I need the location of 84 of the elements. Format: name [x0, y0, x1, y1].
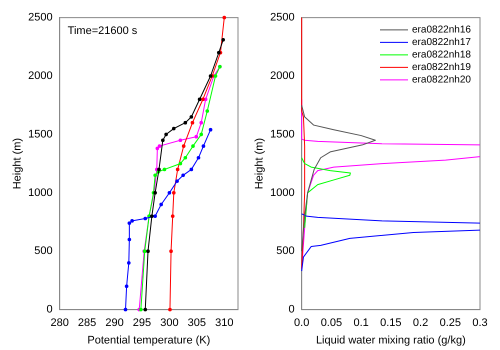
y-tick-label: 0 — [46, 304, 53, 316]
y-tick-label: 1000 — [28, 186, 53, 199]
point — [184, 120, 188, 125]
x-tick-label: 290 — [105, 317, 124, 330]
x-tick-label: 310 — [215, 317, 234, 330]
point — [164, 132, 168, 136]
point — [128, 238, 132, 242]
point — [172, 126, 176, 130]
y-axis-title: Height (m) — [254, 138, 266, 190]
x-tick-label: 0.05 — [320, 317, 342, 330]
y-tick-label: 2500 — [270, 12, 295, 24]
point — [204, 98, 208, 102]
point — [168, 191, 172, 195]
legend-label: era0822nh20 — [412, 74, 472, 86]
x-axis-title: Liquid water mixing ratio (g/kg) — [316, 334, 466, 346]
x-tick-label: 295 — [132, 317, 152, 330]
y-tick-label: 0 — [288, 304, 295, 316]
x-tick-label: 0.1 — [353, 317, 369, 330]
point — [190, 115, 194, 119]
annotation: Time=21600 s — [68, 25, 138, 38]
point — [143, 308, 148, 312]
point — [199, 120, 204, 125]
y-axis-title: Height (m) — [12, 138, 24, 190]
y-tick-label: 1500 — [270, 128, 295, 140]
point — [190, 168, 194, 172]
y-tick-label: 1000 — [270, 186, 295, 199]
point — [175, 179, 179, 183]
legend-label: era0822nh18 — [412, 50, 472, 61]
point — [221, 38, 225, 42]
point — [156, 146, 160, 150]
x-tick-label: 0.0 — [294, 317, 310, 330]
x-tick-label: 0.15 — [380, 317, 402, 330]
point — [127, 261, 131, 265]
point — [201, 98, 205, 102]
point — [159, 202, 163, 206]
point — [170, 214, 175, 218]
point — [190, 120, 194, 125]
point — [153, 214, 157, 218]
point — [128, 221, 132, 225]
point — [168, 308, 172, 312]
x-tick-label: 305 — [188, 317, 206, 330]
x-tick-label: 0.2 — [412, 317, 428, 330]
legend-label: era0822nh19 — [412, 62, 472, 74]
point — [202, 144, 206, 148]
point — [205, 109, 210, 113]
point — [194, 134, 198, 139]
point — [199, 132, 204, 136]
point — [208, 128, 212, 132]
x-axis-title: Potential temperature (K) — [87, 334, 210, 346]
point — [178, 162, 182, 166]
point — [198, 98, 202, 102]
point — [196, 156, 200, 160]
point — [181, 173, 185, 178]
point — [162, 168, 166, 172]
x-tick-label: 300 — [160, 317, 179, 330]
x-tick-label: 0.25 — [440, 317, 461, 330]
y-tick-label: 2500 — [28, 12, 53, 24]
y-tick-label: 2000 — [28, 70, 53, 82]
y-tick-label: 500 — [276, 245, 295, 258]
point — [176, 168, 180, 172]
x-tick-label: 0.3 — [472, 317, 488, 330]
y-tick-label: 1500 — [28, 128, 53, 140]
point — [146, 249, 150, 253]
point — [178, 138, 182, 142]
x-tick-label: 285 — [78, 317, 96, 330]
point — [161, 138, 165, 142]
point — [191, 144, 195, 148]
point — [143, 216, 148, 220]
point — [184, 156, 188, 160]
point — [172, 191, 176, 195]
point — [150, 214, 154, 218]
point — [124, 284, 128, 288]
legend-label: era0822nh16 — [412, 24, 472, 36]
point — [169, 249, 173, 253]
point — [130, 219, 134, 223]
y-tick-label: 500 — [34, 245, 53, 258]
legend-label: era0822nh17 — [412, 37, 472, 48]
y-tick-label: 2000 — [270, 70, 295, 82]
point — [158, 144, 162, 148]
point — [182, 144, 186, 148]
point — [124, 308, 128, 312]
point — [222, 16, 226, 20]
x-tick-label: 280 — [50, 317, 69, 330]
point — [153, 173, 157, 178]
